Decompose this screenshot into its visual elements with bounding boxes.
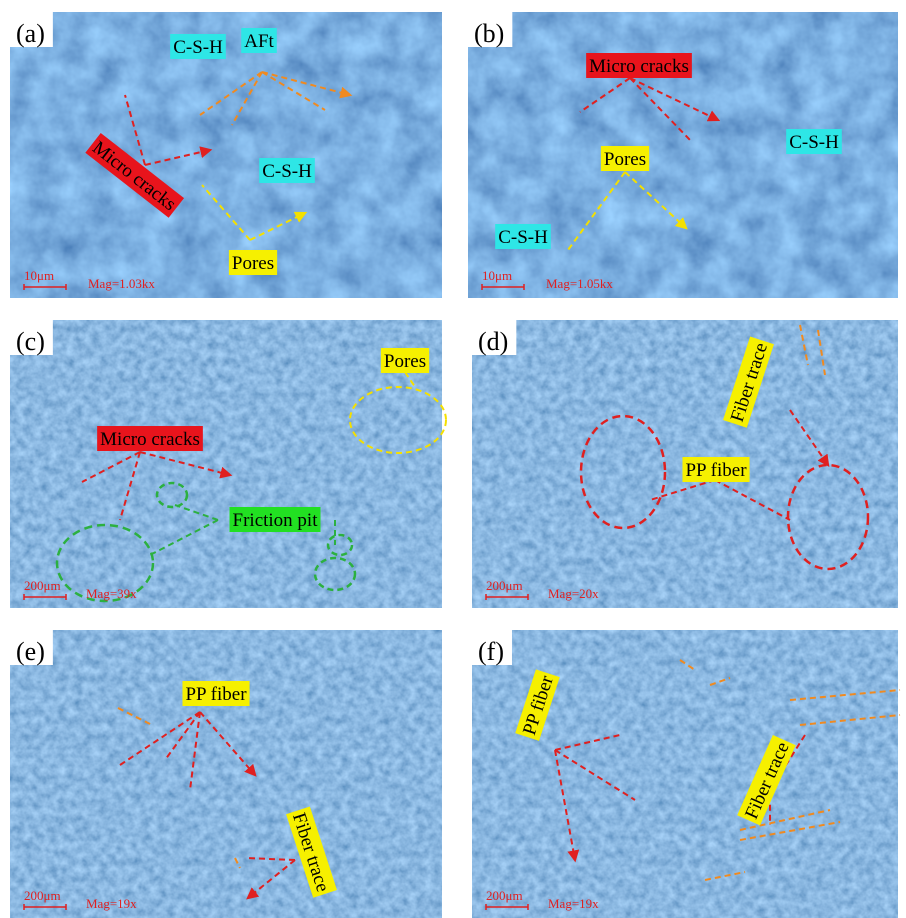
annotation: PP fiber (682, 457, 749, 482)
annotation: Pores (601, 146, 649, 171)
annotation-text: PP fiber (685, 460, 747, 481)
sem-image (10, 12, 442, 298)
annotation: Friction pit (230, 507, 321, 532)
scale-label: 200μm (24, 578, 61, 593)
annotation-text: C-S-H (173, 37, 223, 58)
annotation: Micro cracks (97, 426, 203, 451)
annotation-text: Friction pit (233, 510, 319, 531)
figure: (a) 10μm Mag=1.03kx C-S-H AFt Micro cracks C-S… (0, 0, 906, 918)
scale-label: 10μm (482, 268, 512, 283)
panel-letter-text: (a) (16, 19, 45, 48)
annotation-text: Pores (384, 351, 426, 372)
annotation: Pores (229, 250, 277, 275)
magnification: Mag=1.03kx (88, 276, 155, 291)
scale-label: 200μm (486, 578, 523, 593)
annotation-text: AFt (244, 31, 274, 52)
panel-letter: (c) (10, 320, 53, 356)
panel-letter-text: (e) (16, 637, 45, 666)
annotation: C-S-H (786, 129, 842, 154)
sem-image (10, 320, 442, 608)
scale-label: 200μm (24, 888, 61, 903)
annotation-text: PP fiber (185, 684, 247, 705)
panel-letter: (b) (468, 12, 512, 48)
annotation-text: C-S-H (789, 132, 839, 153)
magnification: Mag=1.05kx (546, 276, 613, 291)
annotation: AFt (241, 28, 277, 53)
panel-letter: (f) (472, 630, 512, 666)
annotation-text: Pores (232, 253, 274, 274)
magnification: Mag=39x (86, 586, 137, 601)
sem-image (10, 630, 442, 918)
panel-letter: (d) (472, 320, 516, 356)
annotation-text: Pores (604, 149, 646, 170)
panel-letter-text: (d) (478, 327, 508, 356)
annotation: C-S-H (170, 34, 226, 59)
annotation: Pores (381, 348, 429, 373)
annotation-text: C-S-H (262, 161, 312, 182)
panel-letter: (a) (10, 12, 53, 48)
magnification: Mag=19x (548, 896, 599, 911)
magnification: Mag=19x (86, 896, 137, 911)
panel-letter-text: (c) (16, 327, 45, 356)
annotation: C-S-H (495, 224, 551, 249)
annotation: Micro cracks (586, 53, 692, 78)
panel-letter-text: (f) (478, 637, 504, 666)
annotation: PP fiber (182, 681, 249, 706)
scale-label: 200μm (486, 888, 523, 903)
annotation-text: Micro cracks (589, 56, 689, 77)
annotation-text: C-S-H (498, 227, 548, 248)
panel-letter-text: (b) (474, 19, 504, 48)
panel-letter: (e) (10, 630, 53, 666)
annotation-text: Micro cracks (100, 429, 200, 450)
scale-label: 10μm (24, 268, 54, 283)
annotation: C-S-H (259, 158, 315, 183)
magnification: Mag=20x (548, 586, 599, 601)
